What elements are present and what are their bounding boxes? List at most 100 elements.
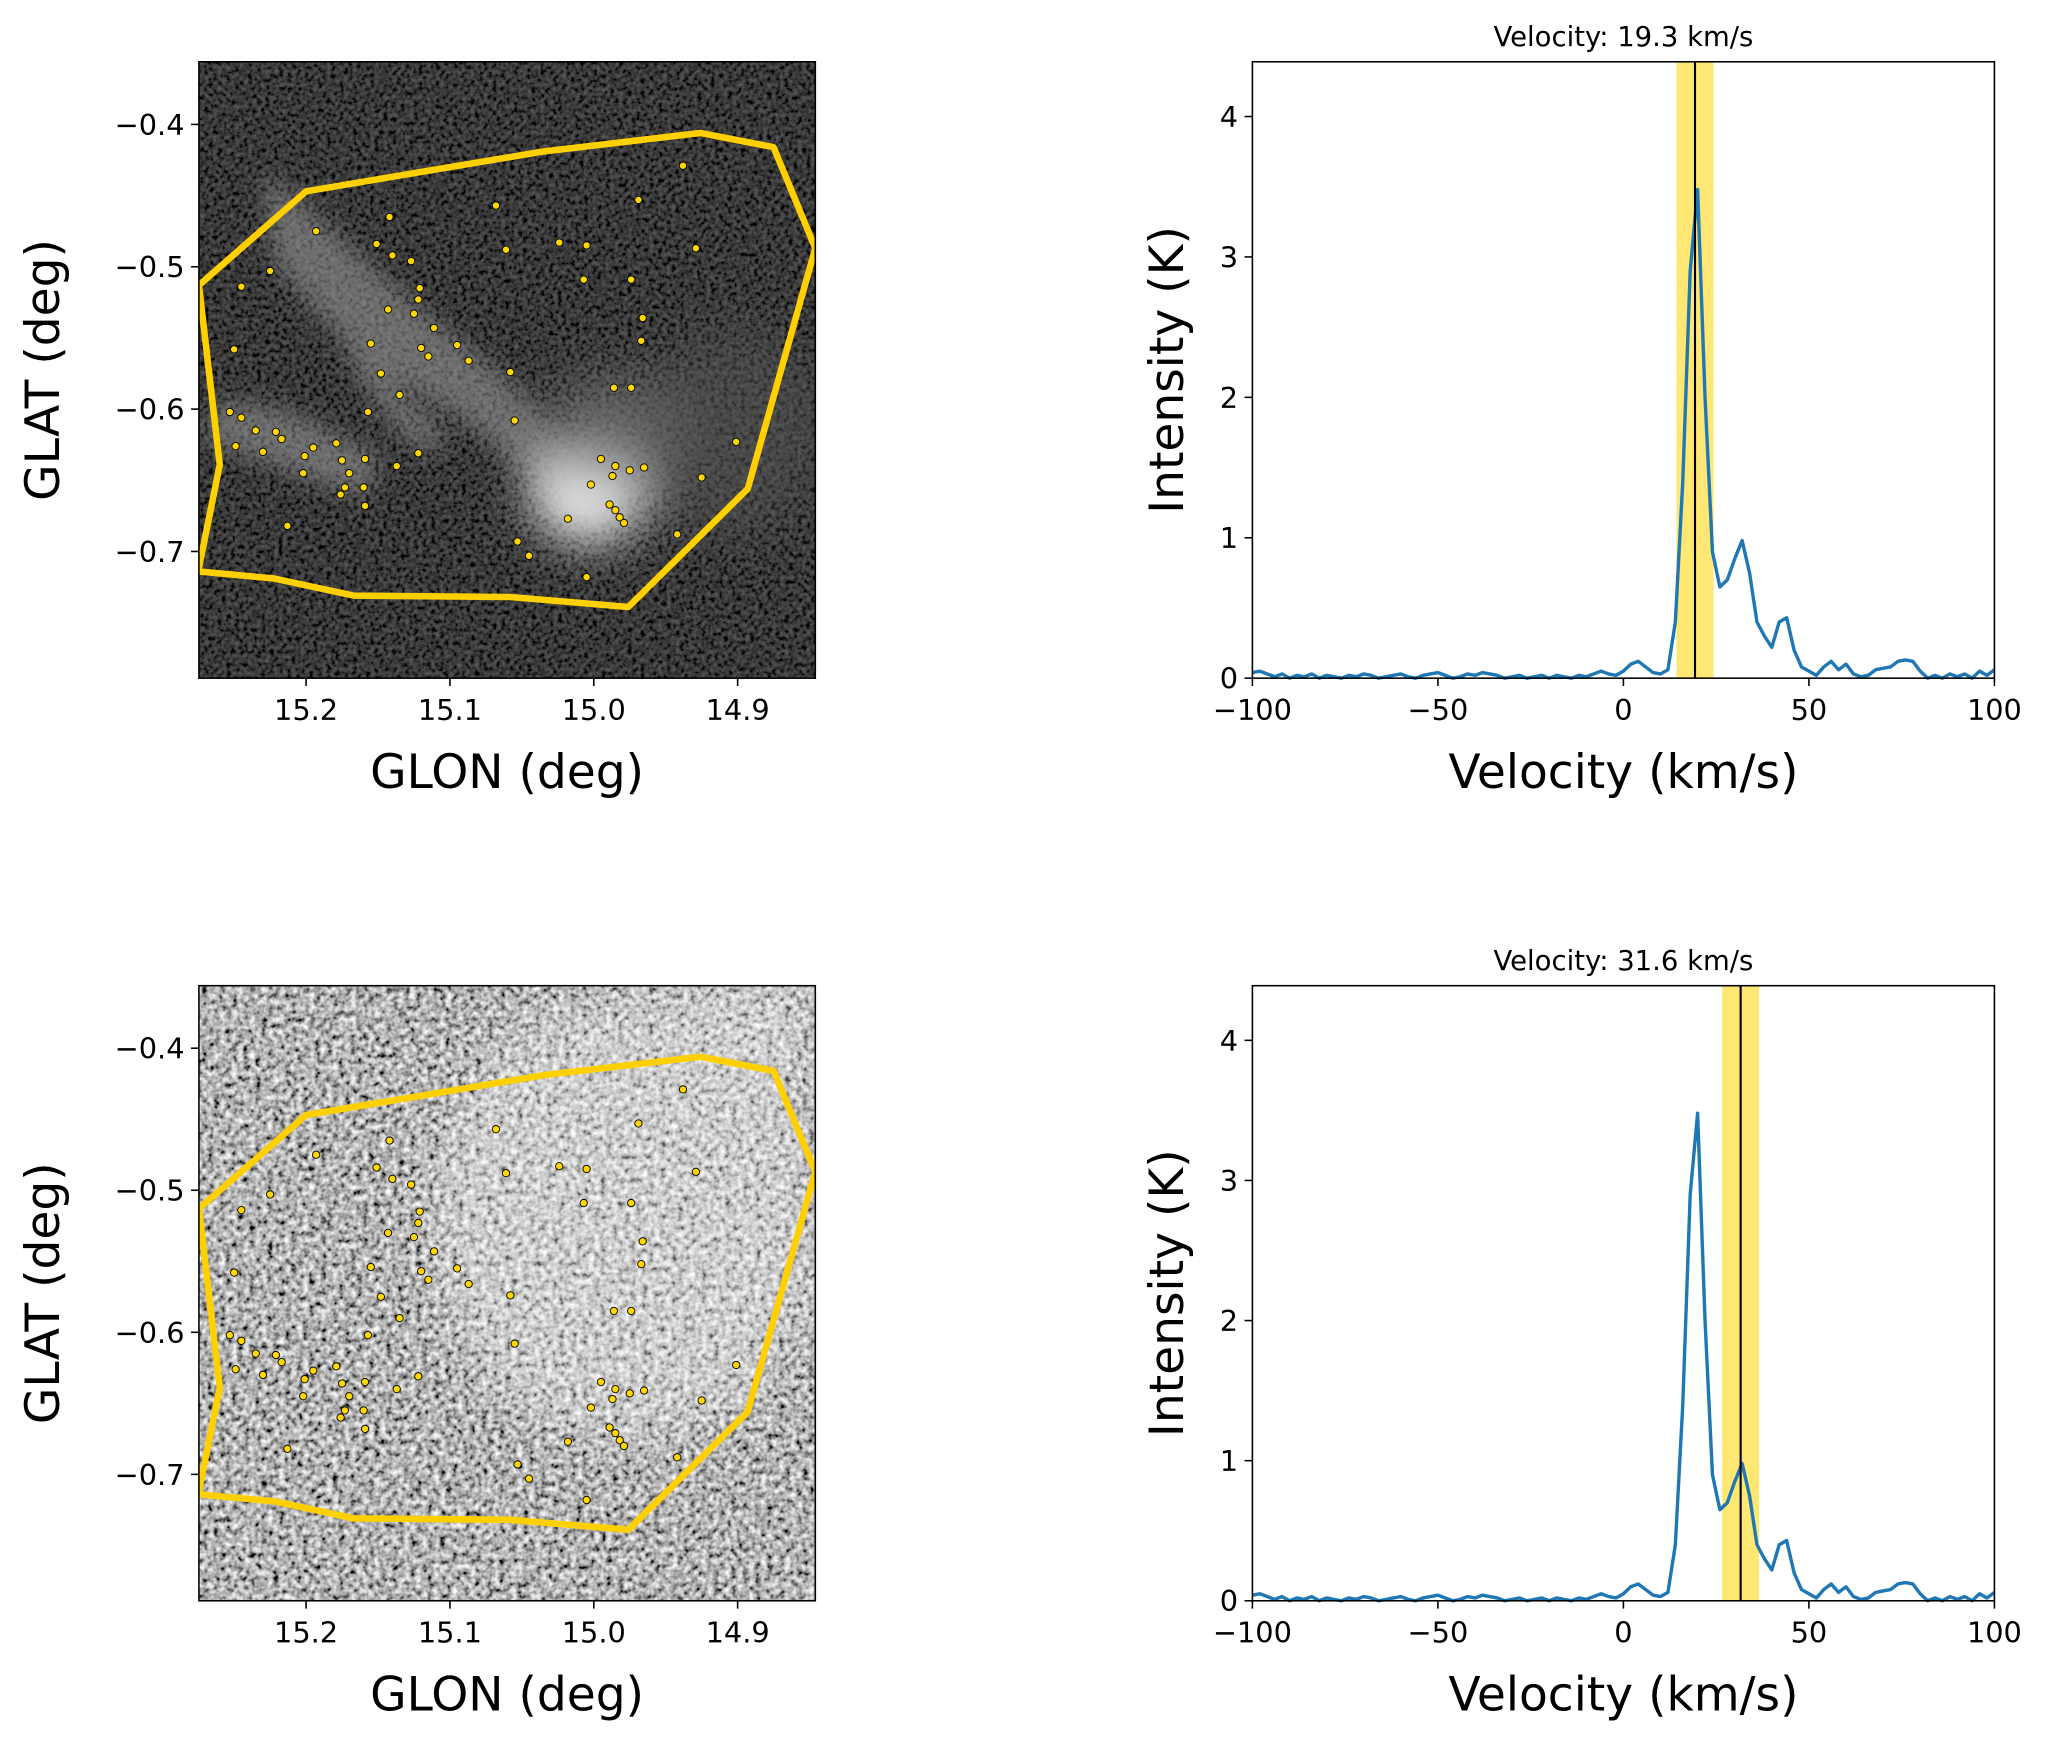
source-point	[415, 1207, 424, 1216]
y-axis-label: Intensity (K)	[1140, 226, 1195, 514]
x-tick-label: 100	[1967, 1616, 2022, 1650]
source-point	[383, 1228, 393, 1237]
source-point	[231, 1365, 240, 1374]
source-point	[336, 1413, 345, 1422]
source-point	[501, 1169, 511, 1178]
source-point	[491, 1125, 501, 1134]
panel: 15.2 15.1 15.0 14.9 −0.4 −0.5 −0.6 −0.7 GLON (de…	[16, 984, 817, 1723]
source-point	[673, 530, 682, 539]
source-point	[230, 1268, 239, 1277]
source-point	[300, 451, 309, 461]
source-point	[608, 471, 617, 481]
source-point	[360, 1424, 370, 1434]
axes-frame	[1251, 984, 1996, 1602]
y-tick-label: −0.6	[115, 1316, 185, 1350]
source-point	[555, 238, 564, 247]
source-point	[586, 1403, 596, 1412]
source-point	[395, 390, 404, 400]
source-point	[237, 413, 246, 422]
source-point	[230, 345, 239, 354]
x-tick-label: 15.1	[418, 693, 482, 727]
x-tick-label: −50	[1408, 1616, 1469, 1650]
source-point	[506, 1291, 515, 1300]
source-point	[678, 161, 688, 170]
x-tick-label: −50	[1408, 693, 1469, 727]
source-point	[608, 1394, 617, 1404]
y-tick-label: 4	[1220, 1024, 1238, 1058]
source-point	[237, 1206, 246, 1215]
y-tick-label: 1	[1220, 1444, 1238, 1478]
source-point	[415, 283, 424, 293]
source-point	[300, 1375, 309, 1384]
plot-area	[1252, 61, 1996, 680]
source-point	[372, 239, 381, 249]
source-point	[345, 1392, 354, 1401]
source-point	[366, 339, 375, 348]
source-point	[429, 323, 439, 333]
source-point	[337, 456, 347, 465]
source-point	[634, 195, 643, 204]
plot-area	[1252, 985, 1996, 1603]
source-point	[385, 212, 394, 222]
source-point	[366, 1262, 375, 1272]
source-point	[605, 500, 614, 509]
source-point	[283, 1444, 292, 1453]
source-point	[309, 1366, 318, 1375]
source-point	[312, 1150, 321, 1159]
source-point	[340, 1406, 350, 1415]
source-point	[582, 1495, 591, 1505]
y-tick-label: 3	[1220, 1164, 1238, 1198]
chart-title: Velocity: 31.6 km/s	[1493, 945, 1753, 977]
spectrum-line	[1252, 1111, 1996, 1603]
source-point	[609, 1306, 619, 1316]
source-point	[638, 313, 647, 323]
y-tick-label: 2	[1220, 381, 1238, 415]
source-point	[424, 352, 433, 361]
axes-frame	[1251, 60, 1996, 679]
source-point	[424, 1275, 433, 1284]
source-point	[388, 1174, 397, 1184]
source-point	[697, 1396, 706, 1405]
source-point	[611, 506, 620, 515]
source-point	[464, 1279, 473, 1289]
source-point	[340, 483, 350, 492]
y-tick-label: 1	[1220, 521, 1238, 555]
source-point	[258, 1370, 268, 1380]
source-point	[388, 251, 397, 260]
source-point	[464, 356, 473, 365]
source-point	[277, 434, 286, 444]
source-point	[611, 461, 620, 471]
source-point	[563, 514, 573, 523]
source-point	[406, 256, 416, 266]
source-point	[225, 1331, 234, 1340]
source-point	[406, 1180, 416, 1189]
source-point	[524, 551, 534, 560]
source-point	[619, 1441, 629, 1451]
source-point	[627, 1306, 636, 1316]
source-point	[363, 407, 373, 417]
y-tick-label: 3	[1220, 240, 1238, 274]
source-point	[237, 1336, 246, 1345]
x-tick-label: −100	[1213, 1616, 1292, 1650]
source-point	[625, 466, 634, 475]
y-axis-label: Intensity (K)	[1140, 1149, 1195, 1437]
source-point	[332, 1362, 341, 1371]
plot-area	[198, 1053, 816, 1534]
source-point	[615, 513, 624, 522]
source-point	[417, 343, 426, 353]
x-tick-label: 15.1	[418, 1616, 482, 1650]
source-point	[429, 1247, 439, 1256]
x-tick-label: 15.2	[274, 1616, 338, 1650]
source-point	[586, 480, 596, 489]
source-point	[673, 1453, 682, 1462]
x-tick-label: 0	[1614, 1616, 1632, 1650]
x-tick-label: 15.2	[274, 693, 338, 727]
source-point	[510, 1339, 519, 1348]
region-outline	[198, 129, 816, 611]
source-point	[637, 336, 646, 345]
source-point	[732, 1360, 741, 1370]
x-axis-label: Velocity (km/s)	[1448, 1668, 1798, 1723]
source-point	[596, 1377, 606, 1387]
source-point	[637, 1259, 646, 1269]
